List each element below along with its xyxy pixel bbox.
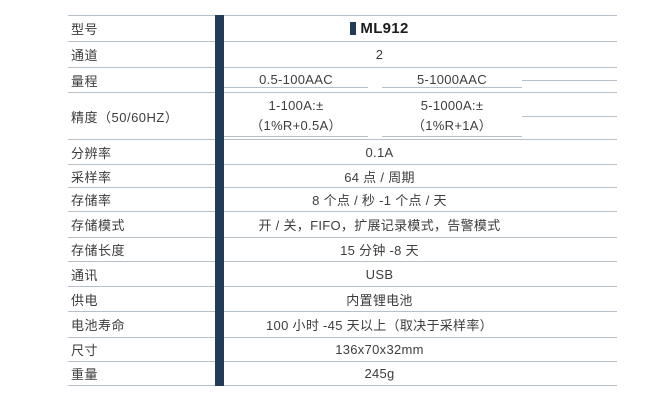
accent-divider-bar [215, 140, 224, 165]
spec-row-dimensions: 尺寸 136x70x32mm [68, 338, 617, 362]
spec-row-storage-mode: 存储模式 开 / 关，FIFO，扩展记录模式，告警模式 [68, 212, 617, 238]
row-value-channels: 2 [224, 42, 617, 68]
row-label-storage-mode: 存储模式 [68, 212, 215, 238]
row-value-accuracy: 1-100A:± （1%R+0.5A） 5-1000A:± （1%R+1A） [224, 93, 617, 140]
accuracy-channel1-line1: 1-100A:± [268, 97, 324, 113]
spec-row-accuracy: 精度（50/60HZ） 1-100A:± （1%R+0.5A） 5-1000A:… [68, 93, 617, 140]
row-value-storage-rate: 8 个点 / 秒 -1 个点 / 天 [224, 188, 617, 212]
row-label-model: 型号 [68, 15, 215, 42]
row-label-battery-life: 电池寿命 [68, 312, 215, 338]
row-label-dimensions: 尺寸 [68, 338, 215, 362]
spec-row-weight: 重量 245g [68, 362, 617, 386]
accuracy-channel1-value: 1-100A:± （1%R+0.5A） [224, 96, 368, 137]
row-label-communication: 通讯 [68, 262, 215, 287]
spec-row-channels: 通道 2 [68, 42, 617, 68]
accent-divider-bar [215, 362, 224, 386]
row-value-battery-life: 100 小时 -45 天以上（取决于采样率） [224, 312, 617, 338]
square-bullet-icon [350, 22, 357, 35]
row-label-weight: 重量 [68, 362, 215, 386]
range-channel2-value: 5-1000AAC [382, 72, 522, 88]
model-name: ML912 [350, 20, 408, 37]
row-label-sample-rate: 采样率 [68, 165, 215, 188]
accuracy-channel1-line2: （1%R+0.5A） [250, 117, 342, 133]
model-name-text: ML912 [360, 20, 409, 37]
spec-row-resolution: 分辨率 0.1A [68, 140, 617, 165]
row-value-dimensions: 136x70x32mm [224, 338, 617, 362]
accent-divider-bar [215, 262, 224, 287]
row-value-range: 0.5-100AAC 5-1000AAC [224, 68, 617, 93]
accuracy-channel2-line1: 5-1000A:± [420, 97, 484, 113]
accent-divider-bar [215, 15, 224, 42]
spec-row-range: 量程 0.5-100AAC 5-1000AAC [68, 68, 617, 93]
accent-divider-bar [215, 338, 224, 362]
accent-divider-bar [215, 188, 224, 212]
row-label-storage-rate: 存储率 [68, 188, 215, 212]
accuracy-channel2-value: 5-1000A:± （1%R+1A） [382, 96, 522, 137]
row-label-range: 量程 [68, 68, 215, 93]
accent-divider-bar [215, 165, 224, 188]
row-label-accuracy: 精度（50/60HZ） [68, 93, 215, 140]
accent-divider-bar [215, 238, 224, 262]
range-channel1-value: 0.5-100AAC [224, 72, 368, 88]
row-value-sample-rate: 64 点 / 周期 [224, 165, 617, 188]
row-filler [522, 79, 617, 81]
spec-row-storage-rate: 存储率 8 个点 / 秒 -1 个点 / 天 [68, 188, 617, 212]
row-label-storage-length: 存储长度 [68, 238, 215, 262]
spec-table: 型号 ML912 通道 2 量程 0.5-100AAC 5-1000AAC 精度… [68, 15, 617, 386]
row-value-storage-mode: 开 / 关，FIFO，扩展记录模式，告警模式 [224, 212, 617, 238]
spec-row-model: 型号 ML912 [68, 15, 617, 42]
accent-divider-bar [215, 212, 224, 238]
accent-divider-bar [215, 68, 224, 93]
accent-divider-bar [215, 42, 224, 68]
spec-row-storage-length: 存储长度 15 分钟 -8 天 [68, 238, 617, 262]
row-label-power: 供电 [68, 287, 215, 312]
spec-row-communication: 通讯 USB [68, 262, 617, 287]
spec-row-sample-rate: 采样率 64 点 / 周期 [68, 165, 617, 188]
row-value-power: 内置锂电池 [224, 287, 617, 312]
row-label-resolution: 分辨率 [68, 140, 215, 165]
row-label-channels: 通道 [68, 42, 215, 68]
row-value-model: ML912 [224, 15, 617, 42]
row-value-resolution: 0.1A [224, 140, 617, 165]
row-value-storage-length: 15 分钟 -8 天 [224, 238, 617, 262]
accent-divider-bar [215, 312, 224, 338]
accent-divider-bar [215, 287, 224, 312]
accuracy-channel2-line2: （1%R+1A） [411, 117, 493, 133]
row-filler [522, 115, 617, 117]
spec-row-battery-life: 电池寿命 100 小时 -45 天以上（取决于采样率） [68, 312, 617, 338]
spec-row-power: 供电 内置锂电池 [68, 287, 617, 312]
row-value-communication: USB [224, 262, 617, 287]
accent-divider-bar [215, 93, 224, 140]
row-value-weight: 245g [224, 362, 617, 386]
